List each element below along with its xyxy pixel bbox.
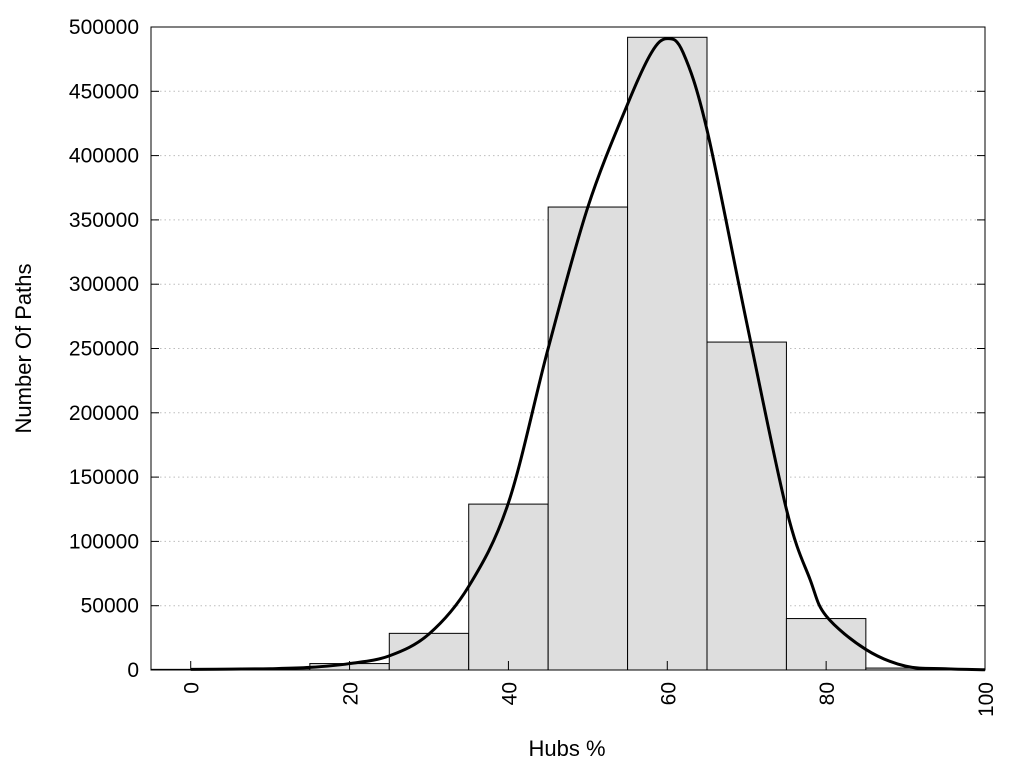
y-tick-label: 200000 (69, 402, 139, 425)
x-tick-label: 60 (657, 682, 680, 705)
y-axis-title: Number Of Paths (11, 264, 36, 434)
histogram-bar (547, 206, 629, 671)
histogram-bar (706, 341, 787, 671)
histogram-bar (627, 36, 708, 671)
y-tick-labels: 0 50000 100000 150000 200000 250000 300000 3500… (69, 16, 139, 682)
y-tick-label: 100000 (69, 530, 139, 553)
y-tick-label: 350000 (69, 209, 139, 232)
y-tick-label: 400000 (69, 145, 139, 168)
histogram-bars (150, 36, 946, 671)
y-tick-label: 500000 (69, 16, 139, 39)
y-tick-label: 250000 (69, 338, 139, 361)
x-tick-label: 100 (975, 682, 998, 717)
x-tick-label: 40 (498, 682, 521, 705)
x-tick-label: 0 (181, 682, 204, 694)
density-curve-group (190, 37, 986, 672)
x-tick-labels: 0 20 40 60 80 100 (181, 682, 998, 717)
histogram-bar (468, 503, 549, 671)
axis-ticks (151, 26, 986, 671)
x-axis-title: Hubs % (528, 736, 605, 761)
density-curve (190, 37, 986, 672)
y-tick-label: 150000 (69, 466, 139, 489)
y-tick-label: 50000 (81, 595, 139, 618)
y-tick-label: 0 (127, 659, 139, 682)
x-tick-label: 20 (340, 682, 363, 705)
x-tick-label: 80 (816, 682, 839, 705)
y-tick-label: 300000 (69, 273, 139, 296)
y-tick-label: 450000 (69, 80, 139, 103)
